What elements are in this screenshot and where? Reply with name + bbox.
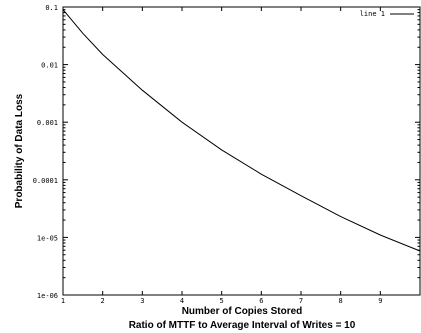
- y-tick-label: 0.0001: [33, 177, 58, 185]
- x-axis-title: Number of Copies Stored: [182, 306, 303, 317]
- x-tick-label: 7: [299, 297, 303, 305]
- y-tick-label: 1e-05: [37, 234, 58, 242]
- y-tick-label: 0.01: [41, 62, 58, 70]
- legend: line 1: [360, 10, 414, 18]
- y-tick-label: 0.001: [37, 119, 58, 127]
- x-tick-label: 6: [259, 297, 263, 305]
- x-tick-label: 5: [220, 297, 224, 305]
- y-axis-title: Probability of Data Loss: [14, 93, 25, 208]
- y-tick-label: 0.1: [45, 4, 58, 12]
- legend-label-line-1: line 1: [360, 10, 385, 18]
- x-tick-label: 1: [61, 297, 65, 305]
- axis-ticks: 1 2 3 4 5 6 7 8 9 0.1 0.01 0.001 0.0001 1e-05 1e-06: [33, 4, 420, 305]
- x-tick-label: 8: [339, 297, 343, 305]
- series-line-1: [62, 9, 421, 252]
- x-tick-label: 9: [378, 297, 382, 305]
- plot-frame: [62, 6, 421, 296]
- x-tick-label: 3: [140, 297, 144, 305]
- x-tick-label: 4: [180, 297, 184, 305]
- y-tick-label: 1e-06: [37, 292, 58, 300]
- series-layer: [62, 9, 421, 252]
- chart-subtitle: Ratio of MTTF to Average Interval of Wri…: [129, 320, 356, 331]
- x-tick-label: 2: [101, 297, 105, 305]
